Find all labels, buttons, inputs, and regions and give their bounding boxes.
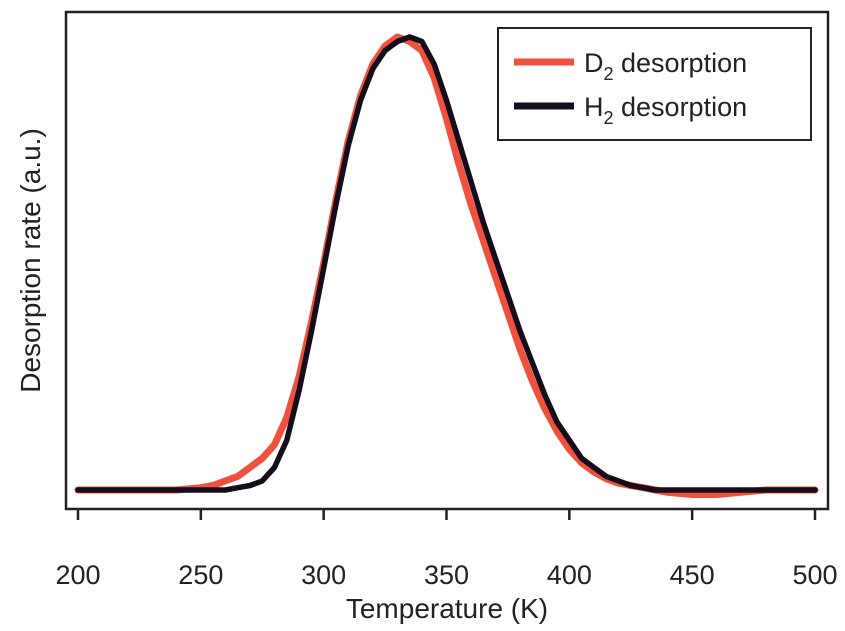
- legend: D2 desorption H2 desorption: [497, 27, 812, 141]
- x-tick-label: 300: [301, 560, 346, 590]
- legend-label: D2 desorption: [584, 48, 747, 84]
- x-tick-label: 250: [178, 560, 223, 590]
- axes: 200 250 300 350 400 450 500: [55, 509, 838, 590]
- series-lines: [74, 33, 819, 498]
- x-tick-label: 500: [792, 560, 837, 590]
- x-tick-label: 400: [547, 560, 592, 590]
- x-tick-label: 350: [424, 560, 469, 590]
- x-tick-label: 450: [670, 560, 715, 590]
- legend-label: H2 desorption: [584, 92, 747, 128]
- y-axis-title: Desorption rate (a.u.): [15, 128, 46, 393]
- x-axis-title: Temperature (K): [346, 593, 548, 624]
- x-tick-label: 200: [55, 560, 100, 590]
- legend-box: [497, 27, 812, 141]
- series-line-h2: [75, 34, 818, 493]
